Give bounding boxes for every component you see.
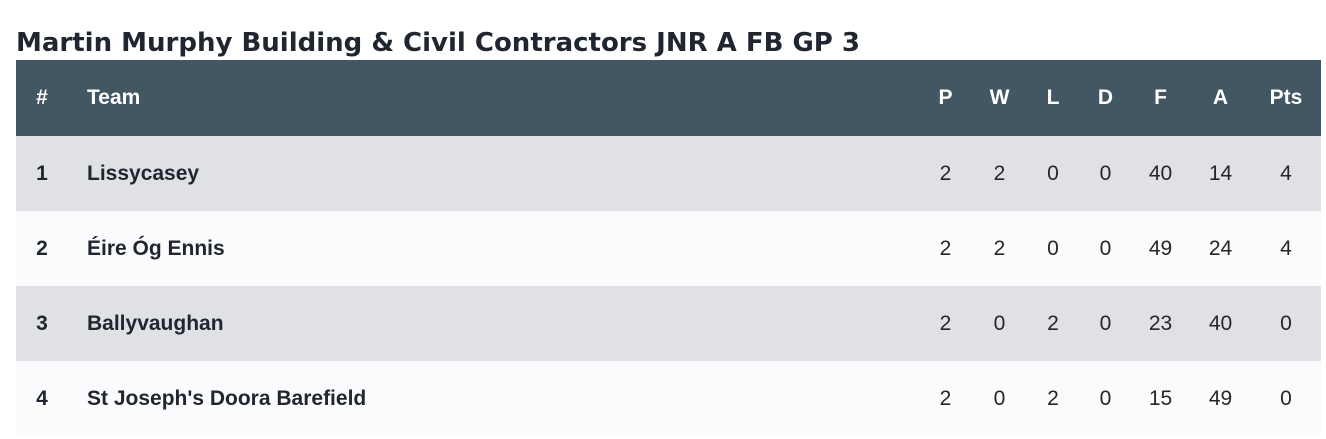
header-position: # <box>36 86 48 109</box>
row-lost: 2 <box>1047 386 1059 410</box>
row-played: 2 <box>939 236 952 260</box>
header-team: Team <box>87 86 141 109</box>
header-won: W <box>989 86 1010 109</box>
table-row: 4 St Joseph's Doora Barefield 2 0 2 0 15… <box>16 361 1321 436</box>
row-drawn: 0 <box>1099 161 1112 185</box>
header-played: P <box>938 86 953 109</box>
row-for: 15 <box>1148 386 1173 410</box>
row-for: 23 <box>1148 311 1173 335</box>
row-position: 4 <box>36 386 48 410</box>
row-for: 49 <box>1148 236 1173 260</box>
row-played: 2 <box>939 161 952 185</box>
row-against: 24 <box>1208 236 1233 260</box>
row-team-name: Lissycasey <box>87 161 200 185</box>
header-drawn: D <box>1097 86 1114 109</box>
row-position: 2 <box>36 236 48 260</box>
row-won: 0 <box>993 386 1006 410</box>
table-row: 1 Lissycasey 2 2 0 0 40 14 4 <box>16 136 1321 211</box>
row-drawn: 0 <box>1099 386 1112 410</box>
row-lost: 2 <box>1047 311 1059 335</box>
row-points: 4 <box>1280 236 1292 260</box>
league-table: # Team P W L D F A Pts 1 Lissycasey 2 2 … <box>16 60 1321 436</box>
row-points: 0 <box>1280 311 1292 335</box>
table-header-row: # Team P W L D F A Pts <box>16 60 1321 136</box>
row-won: 0 <box>993 311 1006 335</box>
row-points: 0 <box>1280 386 1292 410</box>
row-position: 1 <box>36 161 48 185</box>
table-row: 2 Éire Óg Ennis 2 2 0 0 49 24 4 <box>16 211 1321 286</box>
row-drawn: 0 <box>1099 236 1112 260</box>
row-played: 2 <box>939 386 952 410</box>
row-position: 3 <box>36 311 48 335</box>
header-points: Pts <box>1269 86 1303 109</box>
row-lost: 0 <box>1047 236 1059 260</box>
table-row: 3 Ballyvaughan 2 0 2 0 23 40 0 <box>16 286 1321 361</box>
row-won: 2 <box>993 161 1006 185</box>
row-drawn: 0 <box>1099 311 1112 335</box>
header-for: F <box>1154 86 1167 109</box>
row-team-name: Ballyvaughan <box>87 311 224 335</box>
row-against: 40 <box>1208 311 1233 335</box>
row-for: 40 <box>1148 161 1173 185</box>
header-lost: L <box>1046 86 1060 109</box>
row-team-name: Éire Óg Ennis <box>87 236 225 260</box>
row-lost: 0 <box>1047 161 1059 185</box>
row-played: 2 <box>939 311 952 335</box>
row-against: 14 <box>1208 161 1233 185</box>
page-title: Martin Murphy Building & Civil Contracto… <box>16 28 861 59</box>
row-against: 49 <box>1208 386 1233 410</box>
header-against: A <box>1212 86 1229 109</box>
row-won: 2 <box>993 236 1006 260</box>
row-points: 4 <box>1280 161 1292 185</box>
row-team-name: St Joseph's Doora Barefield <box>87 386 367 410</box>
